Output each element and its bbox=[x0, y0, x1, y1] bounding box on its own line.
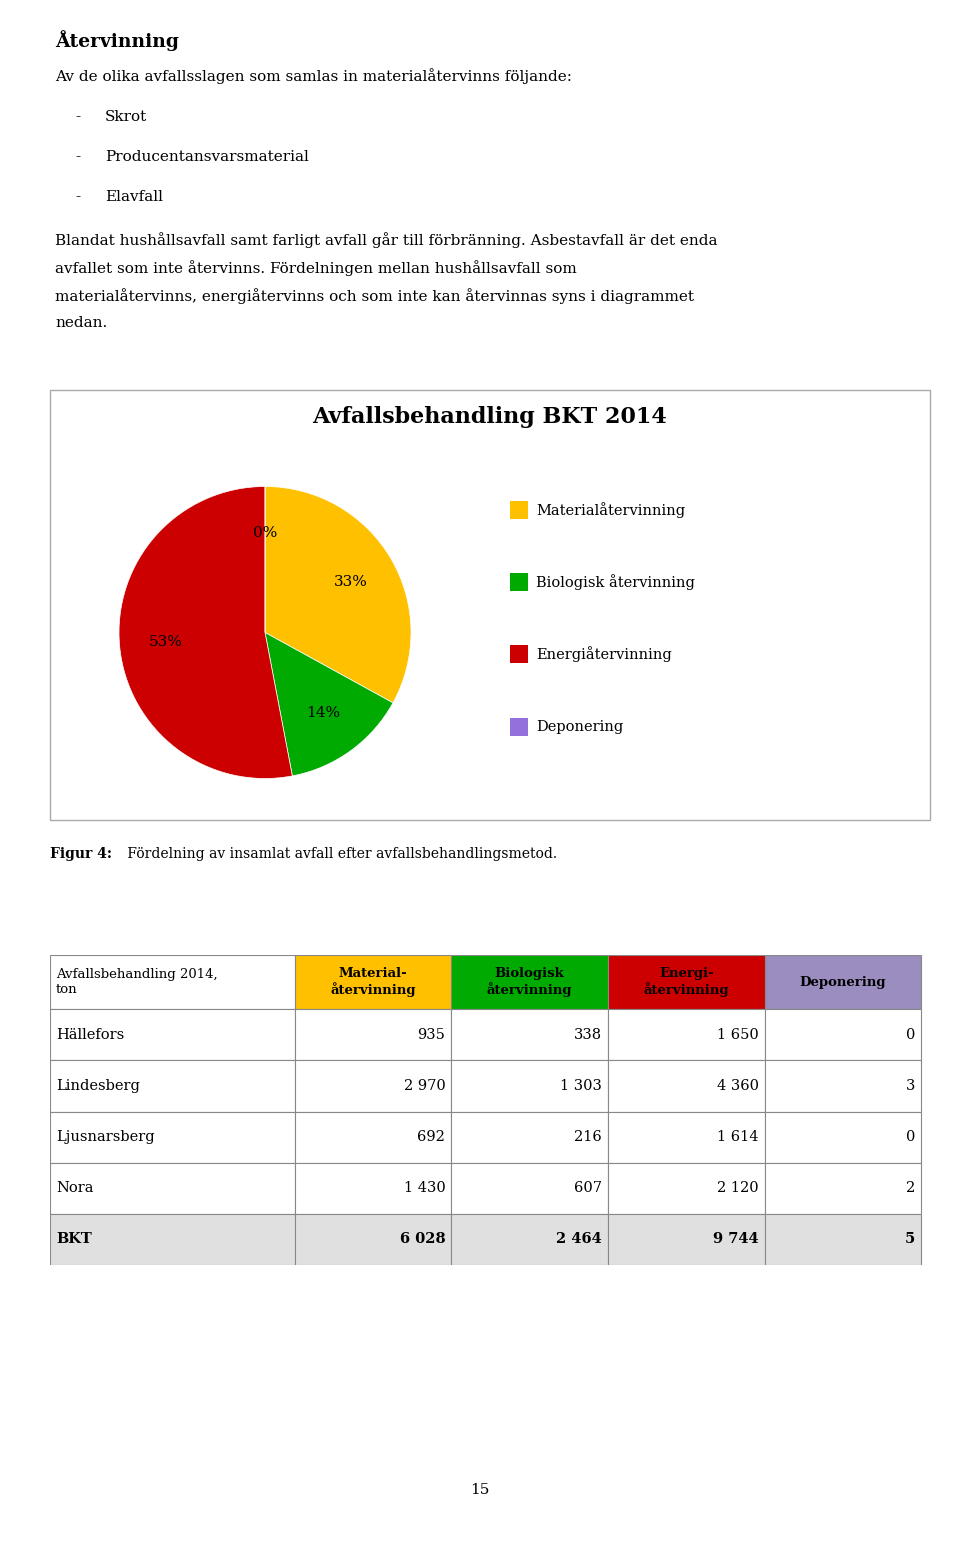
FancyBboxPatch shape bbox=[295, 1010, 451, 1061]
Text: Energi-
återvinning: Energi- återvinning bbox=[643, 966, 729, 997]
FancyBboxPatch shape bbox=[451, 955, 608, 1010]
FancyBboxPatch shape bbox=[295, 1061, 451, 1112]
Text: 935: 935 bbox=[418, 1028, 445, 1042]
FancyBboxPatch shape bbox=[50, 955, 295, 1010]
Text: 1 430: 1 430 bbox=[403, 1182, 445, 1196]
FancyBboxPatch shape bbox=[764, 1010, 922, 1061]
Text: Nora: Nora bbox=[56, 1182, 93, 1196]
Text: 2: 2 bbox=[906, 1182, 915, 1196]
FancyBboxPatch shape bbox=[764, 1163, 922, 1214]
FancyBboxPatch shape bbox=[764, 1061, 922, 1112]
Text: 3: 3 bbox=[906, 1079, 915, 1093]
Text: 4 360: 4 360 bbox=[716, 1079, 758, 1093]
FancyBboxPatch shape bbox=[510, 718, 528, 735]
FancyBboxPatch shape bbox=[764, 955, 922, 1010]
FancyBboxPatch shape bbox=[451, 1010, 608, 1061]
Text: 2 120: 2 120 bbox=[717, 1182, 758, 1196]
FancyBboxPatch shape bbox=[608, 1010, 764, 1061]
Text: Deponering: Deponering bbox=[800, 976, 886, 988]
Text: -: - bbox=[75, 150, 80, 164]
Text: Lindesberg: Lindesberg bbox=[56, 1079, 140, 1093]
Wedge shape bbox=[265, 633, 393, 776]
Text: Elavfall: Elavfall bbox=[105, 191, 163, 205]
Text: Blandat hushållsavfall samt farligt avfall går till förbränning. Asbestavfall är: Blandat hushållsavfall samt farligt avfa… bbox=[55, 233, 717, 248]
FancyBboxPatch shape bbox=[510, 574, 528, 591]
Text: 692: 692 bbox=[418, 1131, 445, 1145]
FancyBboxPatch shape bbox=[295, 955, 451, 1010]
Text: Skrot: Skrot bbox=[105, 110, 147, 124]
FancyBboxPatch shape bbox=[50, 1163, 295, 1214]
Text: 14%: 14% bbox=[306, 706, 341, 720]
Text: 1 614: 1 614 bbox=[717, 1131, 758, 1145]
FancyBboxPatch shape bbox=[451, 1163, 608, 1214]
FancyBboxPatch shape bbox=[50, 1061, 295, 1112]
FancyBboxPatch shape bbox=[764, 1214, 922, 1266]
Text: 338: 338 bbox=[574, 1028, 602, 1042]
Wedge shape bbox=[265, 487, 411, 703]
Text: 33%: 33% bbox=[333, 575, 368, 589]
FancyBboxPatch shape bbox=[451, 1214, 608, 1266]
FancyBboxPatch shape bbox=[295, 1163, 451, 1214]
Text: 1 650: 1 650 bbox=[717, 1028, 758, 1042]
Text: 0: 0 bbox=[906, 1028, 915, 1042]
Text: Ljusnarsberg: Ljusnarsberg bbox=[56, 1131, 155, 1145]
Text: 5: 5 bbox=[905, 1233, 915, 1247]
Text: 9 744: 9 744 bbox=[713, 1233, 758, 1247]
FancyBboxPatch shape bbox=[50, 1214, 295, 1266]
Text: Energiåtervinning: Energiåtervinning bbox=[536, 647, 672, 662]
FancyBboxPatch shape bbox=[510, 645, 528, 664]
Text: 0%: 0% bbox=[252, 526, 277, 540]
Text: Återvinning: Återvinning bbox=[55, 29, 179, 51]
Text: materialåtervinns, energiåtervinns och som inte kan återvinnas syns i diagrammet: materialåtervinns, energiåtervinns och s… bbox=[55, 288, 694, 304]
FancyBboxPatch shape bbox=[608, 1163, 764, 1214]
Text: Biologisk återvinning: Biologisk återvinning bbox=[536, 574, 695, 591]
Text: Material-
återvinning: Material- återvinning bbox=[330, 966, 416, 997]
FancyBboxPatch shape bbox=[510, 501, 528, 520]
Text: 0: 0 bbox=[906, 1131, 915, 1145]
Text: 216: 216 bbox=[574, 1131, 602, 1145]
FancyBboxPatch shape bbox=[50, 389, 930, 820]
FancyBboxPatch shape bbox=[451, 1061, 608, 1112]
Text: Producentansvarsmaterial: Producentansvarsmaterial bbox=[105, 150, 309, 164]
FancyBboxPatch shape bbox=[451, 1112, 608, 1163]
Text: Materialåtervinning: Materialåtervinning bbox=[536, 503, 685, 518]
Text: Deponering: Deponering bbox=[536, 720, 623, 734]
Text: BKT: BKT bbox=[56, 1233, 92, 1247]
FancyBboxPatch shape bbox=[295, 1214, 451, 1266]
FancyBboxPatch shape bbox=[608, 1112, 764, 1163]
Text: 607: 607 bbox=[574, 1182, 602, 1196]
FancyBboxPatch shape bbox=[50, 1112, 295, 1163]
Text: 1 303: 1 303 bbox=[560, 1079, 602, 1093]
Text: Figur 4:: Figur 4: bbox=[50, 847, 112, 861]
FancyBboxPatch shape bbox=[50, 1010, 295, 1061]
Text: -: - bbox=[75, 110, 80, 124]
Text: 15: 15 bbox=[470, 1483, 490, 1497]
Wedge shape bbox=[119, 487, 293, 779]
Text: avfallet som inte återvinns. Fördelningen mellan hushållsavfall som: avfallet som inte återvinns. Fördelninge… bbox=[55, 261, 577, 276]
Text: Biologisk
återvinning: Biologisk återvinning bbox=[487, 966, 572, 997]
Text: Av de olika avfallsslagen som samlas in materialåtervinns följande:: Av de olika avfallsslagen som samlas in … bbox=[55, 68, 572, 84]
FancyBboxPatch shape bbox=[764, 1112, 922, 1163]
Text: Avfallsbehandling 2014,
ton: Avfallsbehandling 2014, ton bbox=[56, 968, 218, 996]
Text: Fördelning av insamlat avfall efter avfallsbehandlingsmetod.: Fördelning av insamlat avfall efter avfa… bbox=[123, 847, 557, 861]
FancyBboxPatch shape bbox=[608, 1214, 764, 1266]
Text: -: - bbox=[75, 191, 80, 205]
Text: 6 028: 6 028 bbox=[399, 1233, 445, 1247]
Text: 2 970: 2 970 bbox=[403, 1079, 445, 1093]
FancyBboxPatch shape bbox=[295, 1112, 451, 1163]
Text: 2 464: 2 464 bbox=[556, 1233, 602, 1247]
FancyBboxPatch shape bbox=[608, 1061, 764, 1112]
Text: nedan.: nedan. bbox=[55, 316, 108, 330]
Text: Hällefors: Hällefors bbox=[56, 1028, 124, 1042]
FancyBboxPatch shape bbox=[608, 955, 764, 1010]
Text: 53%: 53% bbox=[149, 634, 183, 648]
Text: Avfallsbehandling BKT 2014: Avfallsbehandling BKT 2014 bbox=[313, 406, 667, 428]
